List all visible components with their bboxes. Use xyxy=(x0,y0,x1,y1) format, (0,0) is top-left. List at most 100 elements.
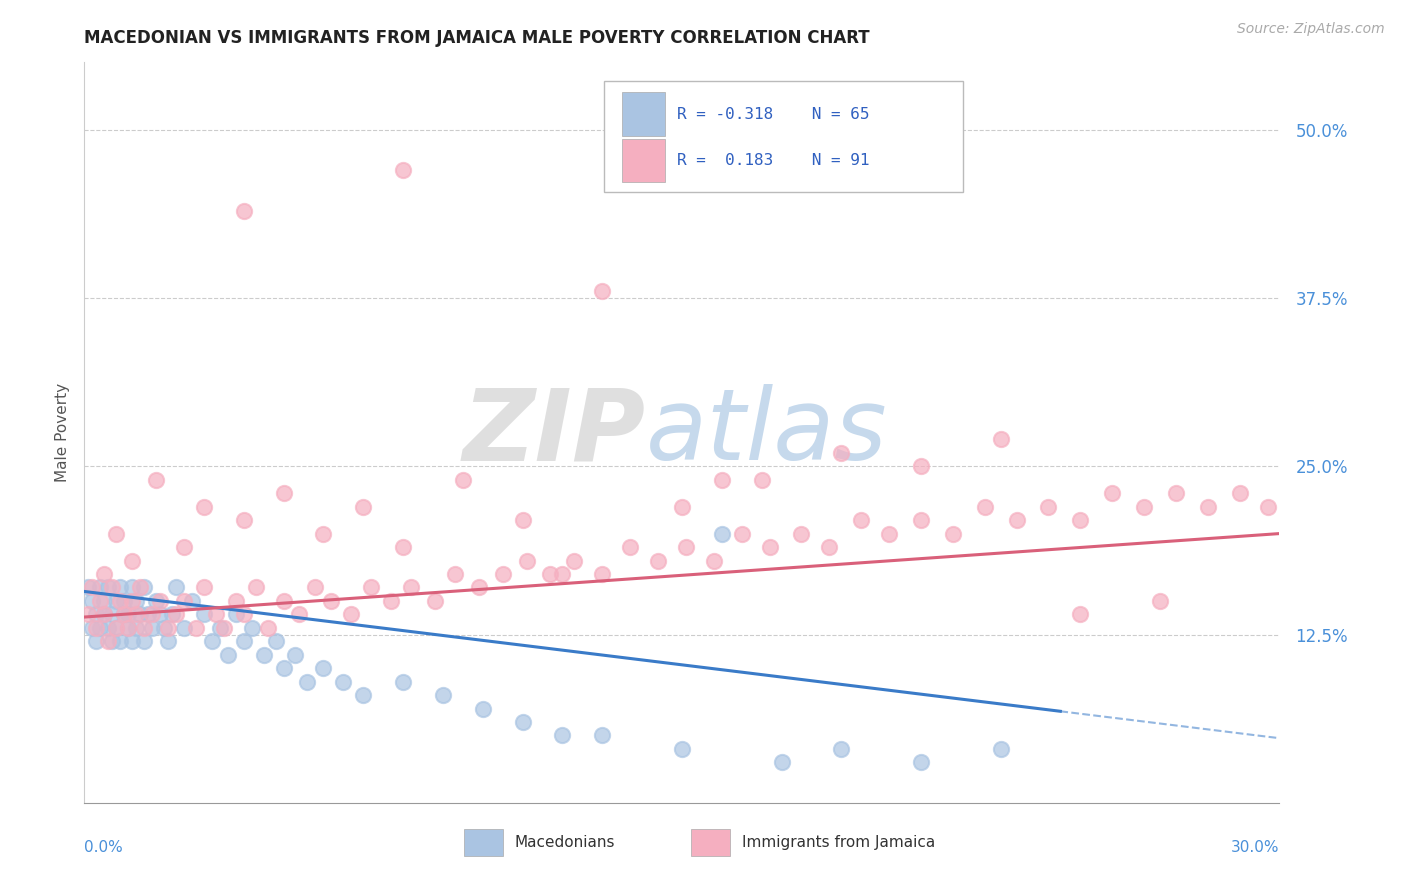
Point xyxy=(284,648,307,662)
Point xyxy=(149,594,172,608)
Point xyxy=(232,607,254,622)
Text: R =  0.183    N = 91: R = 0.183 N = 91 xyxy=(678,153,870,169)
Point xyxy=(910,756,932,770)
Point xyxy=(193,500,215,514)
Point xyxy=(117,607,139,622)
Point xyxy=(492,566,515,581)
Point xyxy=(217,648,239,662)
Point xyxy=(181,594,204,608)
Point xyxy=(591,285,613,299)
Point xyxy=(129,581,152,595)
Point xyxy=(297,674,319,689)
Point xyxy=(136,607,159,622)
Point xyxy=(121,553,143,567)
Point xyxy=(184,621,207,635)
Point xyxy=(423,594,446,608)
Point xyxy=(173,621,195,635)
Point xyxy=(110,594,132,608)
Point xyxy=(647,553,669,567)
Point xyxy=(671,500,693,514)
Point xyxy=(89,594,111,608)
Text: R = -0.318    N = 65: R = -0.318 N = 65 xyxy=(678,107,870,122)
Point xyxy=(703,553,725,567)
Point xyxy=(1229,486,1251,500)
Point xyxy=(288,607,311,622)
Point xyxy=(321,594,343,608)
Point xyxy=(105,526,128,541)
Point xyxy=(93,566,115,581)
Point xyxy=(86,634,108,648)
Text: Macedonians: Macedonians xyxy=(515,835,614,850)
Point xyxy=(671,742,693,756)
Point xyxy=(551,729,574,743)
Point xyxy=(360,581,382,595)
Text: 0.0%: 0.0% xyxy=(84,840,124,855)
Point xyxy=(312,661,335,675)
Point xyxy=(253,648,276,662)
Text: 30.0%: 30.0% xyxy=(1232,840,1279,855)
Point xyxy=(312,526,335,541)
Point xyxy=(157,621,180,635)
Point xyxy=(770,756,793,770)
Point xyxy=(105,594,128,608)
Point xyxy=(1069,513,1091,527)
Point xyxy=(121,594,143,608)
Point xyxy=(132,634,156,648)
Point xyxy=(332,674,354,689)
Point xyxy=(149,607,172,622)
Point xyxy=(273,661,295,675)
Point xyxy=(304,581,326,595)
Point xyxy=(141,607,163,622)
Point xyxy=(380,594,402,608)
Point xyxy=(173,594,195,608)
Point xyxy=(468,581,491,595)
Point xyxy=(225,594,247,608)
Point xyxy=(1038,500,1060,514)
Point xyxy=(101,581,124,595)
Point xyxy=(564,553,586,567)
Point xyxy=(830,446,852,460)
Point xyxy=(451,473,474,487)
Point xyxy=(471,701,494,715)
Point xyxy=(910,513,932,527)
Point xyxy=(256,621,278,635)
Point xyxy=(1149,594,1171,608)
Point xyxy=(1197,500,1219,514)
Point xyxy=(145,594,167,608)
Point xyxy=(990,742,1012,756)
Point xyxy=(173,540,195,554)
Y-axis label: Male Poverty: Male Poverty xyxy=(55,383,70,483)
Point xyxy=(790,526,813,541)
Point xyxy=(141,621,163,635)
Point xyxy=(105,621,128,635)
Point xyxy=(675,540,697,554)
Point xyxy=(1005,513,1028,527)
Point xyxy=(619,540,641,554)
Point xyxy=(110,581,132,595)
Text: atlas: atlas xyxy=(647,384,887,481)
Point xyxy=(212,621,235,635)
FancyBboxPatch shape xyxy=(464,830,503,856)
Point xyxy=(93,607,115,622)
Point xyxy=(89,581,111,595)
Point xyxy=(973,500,995,514)
Point xyxy=(77,607,100,622)
Point xyxy=(352,688,374,702)
Point xyxy=(516,553,538,567)
Point xyxy=(340,607,363,622)
Point xyxy=(851,513,873,527)
Point xyxy=(540,566,562,581)
Point xyxy=(97,581,120,595)
Point xyxy=(112,607,135,622)
Point xyxy=(232,203,254,218)
Point xyxy=(125,621,148,635)
Point xyxy=(77,581,100,595)
Point xyxy=(591,729,613,743)
Point xyxy=(193,607,215,622)
Point xyxy=(132,581,156,595)
Point xyxy=(273,594,295,608)
Point xyxy=(110,634,132,648)
Point xyxy=(710,526,733,541)
Point xyxy=(1164,486,1187,500)
Point xyxy=(165,607,187,622)
